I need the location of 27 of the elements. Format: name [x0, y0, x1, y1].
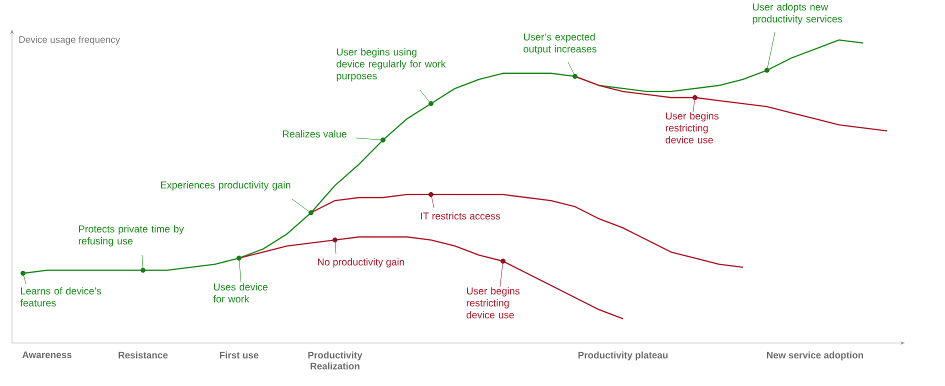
x-tick-label: New service adoption	[767, 352, 864, 360]
x-tick-label: Productivity plateau	[578, 352, 668, 360]
annotation: User’s expected output increases	[524, 33, 596, 54]
x-tick-label: Productivity Realization	[308, 352, 362, 370]
annotation: Protects private time by refusing use	[78, 225, 184, 246]
point	[572, 74, 578, 79]
point	[236, 256, 242, 261]
annotation: User begins restricting device use	[466, 287, 520, 318]
annotation: No productivity gain	[318, 258, 404, 268]
annotation: Uses device for work	[213, 283, 268, 302]
point	[500, 258, 506, 264]
annotation: Experiences productivity gain	[161, 181, 290, 190]
annotation: User begins using device regularly for work purposes	[336, 48, 446, 82]
point	[380, 137, 386, 142]
point	[140, 268, 146, 273]
point	[764, 68, 770, 73]
x-tick-label: First use	[220, 352, 258, 358]
annotation: Learns of device’s features	[20, 287, 102, 306]
annotation: User begins restricting device use	[666, 112, 719, 144]
y-axis-title: Device usage frequency	[19, 36, 120, 45]
point	[332, 237, 338, 242]
x-tick-label: Resistance	[118, 352, 168, 358]
text: User adopts new productivity services	[752, 3, 842, 24]
point	[692, 95, 698, 100]
x-tick-label: Awareness	[22, 352, 72, 358]
annotation: IT restricts access	[421, 212, 500, 220]
annotation: Realizes value	[283, 130, 347, 138]
